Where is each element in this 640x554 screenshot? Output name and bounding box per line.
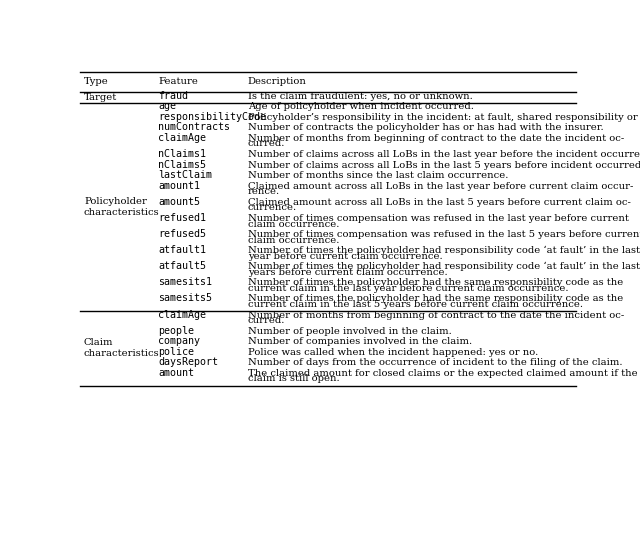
Text: Number of times compensation was refused in the last 5 years before current: Number of times compensation was refused…: [248, 230, 640, 239]
Text: claim is still open.: claim is still open.: [248, 375, 339, 383]
Text: Age of policyholder when incident occurred.: Age of policyholder when incident occurr…: [248, 102, 474, 111]
Text: Claimed amount across all LoBs in the last year before current claim occur-: Claimed amount across all LoBs in the la…: [248, 182, 633, 191]
Text: Number of claims across all LoBs in the last 5 years before incident occurred.: Number of claims across all LoBs in the …: [248, 161, 640, 170]
Text: curred.: curred.: [248, 316, 285, 325]
Text: claim occurrence.: claim occurrence.: [248, 219, 339, 228]
Text: company: company: [158, 336, 200, 346]
Text: current claim in the last 5 years before current claim occurrence.: current claim in the last 5 years before…: [248, 300, 582, 309]
Text: The claimed amount for closed claims or the expected claimed amount if the: The claimed amount for closed claims or …: [248, 369, 637, 378]
Text: Number of times the policyholder had the same responsibility code as the: Number of times the policyholder had the…: [248, 278, 623, 288]
Text: Number of days from the occurrence of incident to the filing of the claim.: Number of days from the occurrence of in…: [248, 358, 622, 367]
Text: lastClaim: lastClaim: [158, 170, 212, 180]
Text: nClaims1: nClaims1: [158, 149, 206, 159]
Text: Claimed amount across all LoBs in the last 5 years before current claim oc-: Claimed amount across all LoBs in the la…: [248, 198, 630, 207]
Text: atfault1: atfault1: [158, 245, 206, 255]
Text: Number of contracts the policyholder has or has had with the insurer.: Number of contracts the policyholder has…: [248, 124, 604, 132]
Text: people: people: [158, 326, 195, 336]
Text: Claim
characteristics: Claim characteristics: [84, 338, 159, 358]
Text: Policyholder’s responsibility in the incident: at fault, shared responsibility o: Policyholder’s responsibility in the inc…: [248, 113, 640, 122]
Text: amount: amount: [158, 368, 195, 378]
Text: year before current claim occurrence.: year before current claim occurrence.: [248, 252, 442, 261]
Text: Number of claims across all LoBs in the last year before the incident occurred.: Number of claims across all LoBs in the …: [248, 150, 640, 159]
Text: Number of times the policyholder had responsibility code ‘at fault’ in the last : Number of times the policyholder had res…: [248, 262, 640, 271]
Text: Police was called when the incident happened: yes or no.: Police was called when the incident happ…: [248, 348, 538, 357]
Text: amount5: amount5: [158, 197, 200, 207]
Text: Feature: Feature: [158, 78, 198, 86]
Text: claimAge: claimAge: [158, 133, 206, 143]
Text: numContracts: numContracts: [158, 122, 230, 132]
Text: Number of people involved in the claim.: Number of people involved in the claim.: [248, 327, 451, 336]
Text: nClaims5: nClaims5: [158, 160, 206, 170]
Text: current claim in the last year before current claim occurrence.: current claim in the last year before cu…: [248, 284, 568, 293]
Text: Number of months since the last claim occurrence.: Number of months since the last claim oc…: [248, 171, 508, 180]
Text: Description: Description: [248, 78, 307, 86]
Text: responsibilityCode: responsibilityCode: [158, 112, 266, 122]
Text: rence.: rence.: [248, 187, 280, 196]
Text: Number of months from beginning of contract to the date the incident oc-: Number of months from beginning of contr…: [248, 311, 624, 320]
Text: atfault5: atfault5: [158, 261, 206, 271]
Text: Number of companies involved in the claim.: Number of companies involved in the clai…: [248, 337, 472, 346]
Text: refused5: refused5: [158, 229, 206, 239]
Text: Number of times the policyholder had the same responsibility code as the: Number of times the policyholder had the…: [248, 294, 623, 304]
Text: Number of times compensation was refused in the last year before current: Number of times compensation was refused…: [248, 214, 628, 223]
Text: fraud: fraud: [158, 91, 188, 101]
Text: curred.: curred.: [248, 140, 285, 148]
Text: Number of months from beginning of contract to the date the incident oc-: Number of months from beginning of contr…: [248, 134, 624, 143]
Text: police: police: [158, 347, 195, 357]
Text: claimAge: claimAge: [158, 310, 206, 320]
Text: samesits5: samesits5: [158, 294, 212, 304]
Text: Is the claim fraudulent: yes, no or unknown.: Is the claim fraudulent: yes, no or unkn…: [248, 91, 472, 101]
Text: claim occurrence.: claim occurrence.: [248, 235, 339, 245]
Text: amount1: amount1: [158, 181, 200, 191]
Text: refused1: refused1: [158, 213, 206, 223]
Text: currence.: currence.: [248, 203, 297, 212]
Text: daysReport: daysReport: [158, 357, 218, 367]
Text: samesits1: samesits1: [158, 278, 212, 288]
Text: Policyholder
characteristics: Policyholder characteristics: [84, 197, 159, 217]
Text: Target: Target: [84, 93, 117, 102]
Text: age: age: [158, 101, 177, 111]
Text: Number of times the policyholder had responsibility code ‘at fault’ in the last: Number of times the policyholder had res…: [248, 246, 639, 255]
Text: years before current claim occurrence.: years before current claim occurrence.: [248, 268, 447, 277]
Text: Type: Type: [84, 78, 109, 86]
